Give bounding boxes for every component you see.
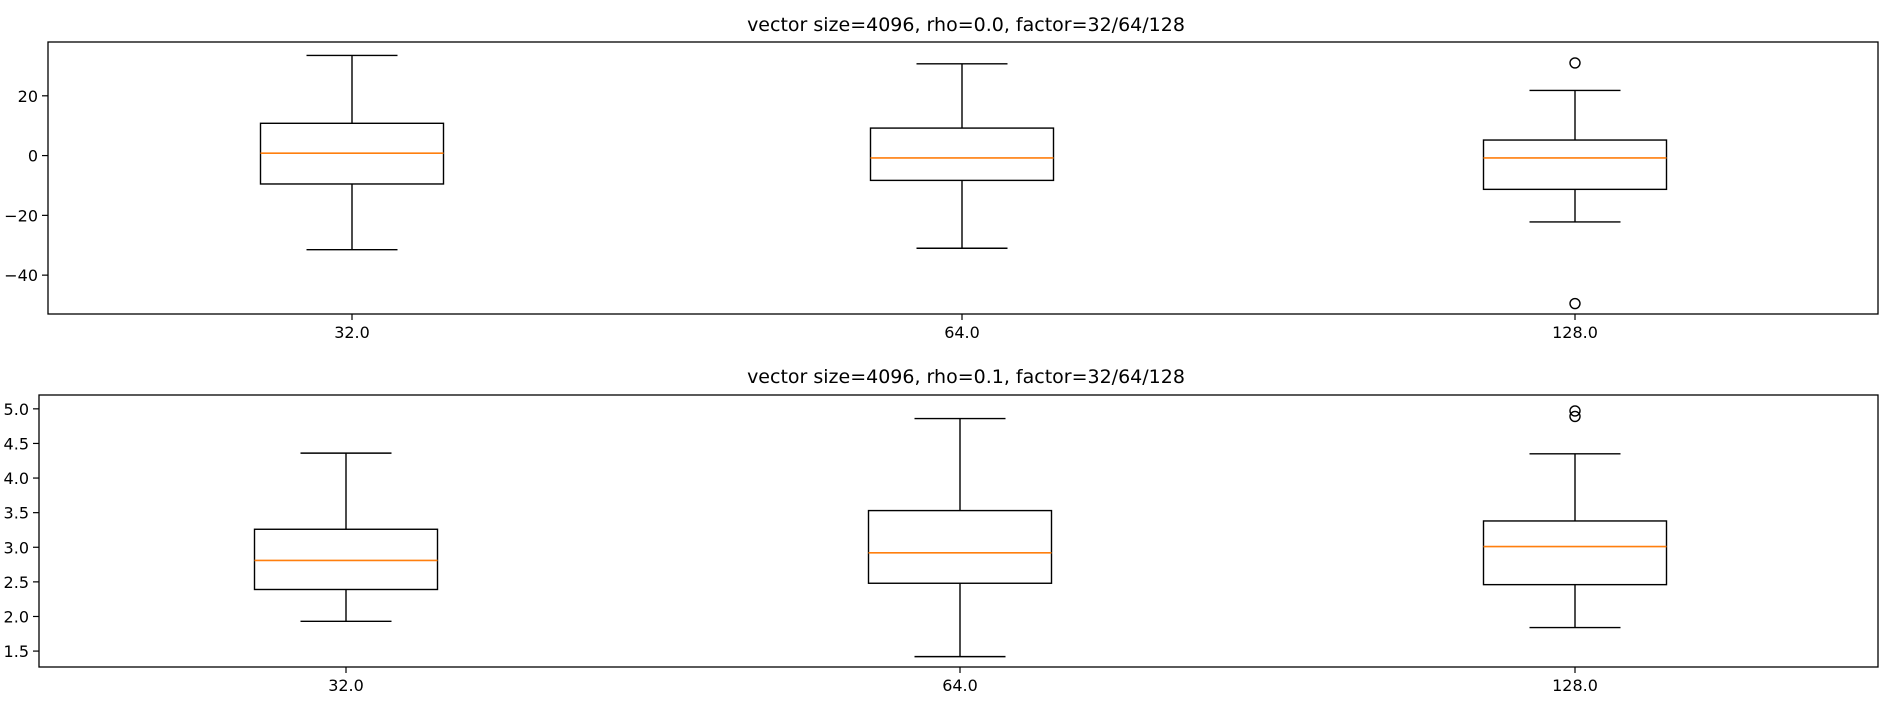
top-ytick-label: 0	[28, 147, 38, 166]
iqr-box	[1482, 520, 1668, 586]
bottom-ytick-label: 4.5	[4, 434, 29, 453]
bottom-ytick-label: 2.5	[4, 573, 29, 592]
iqr-box	[1482, 139, 1668, 191]
top-box-32.0	[259, 54, 445, 251]
top-box-128.0	[1482, 57, 1668, 310]
bottom-ytick-label: 3.5	[4, 504, 29, 523]
bottom-ytick-label: 3.0	[4, 538, 29, 557]
top-ytick-label: −20	[4, 206, 38, 225]
outlier-point	[1569, 57, 1581, 69]
top-plot-frame	[47, 41, 1879, 315]
bottom-box-64.0	[867, 417, 1053, 658]
top-xtick-label: 64.0	[944, 323, 980, 342]
bottom-axis-ticks: 5.0 4.5 4.0 3.5 3.0 2.5 2.0 1.5 32.0 64.0 128.0	[4, 400, 1598, 695]
top-xtick-label: 32.0	[334, 323, 370, 342]
iqr-box	[869, 127, 1055, 182]
bottom-boxes	[253, 405, 1668, 658]
bottom-chart-title: vector size=4096, rho=0.1, factor=32/64/…	[747, 366, 1185, 388]
outlier-point	[1569, 297, 1581, 310]
top-ytick-label: 20	[18, 87, 38, 106]
iqr-box	[867, 509, 1053, 584]
top-chart-title: vector size=4096, rho=0.0, factor=32/64/…	[747, 14, 1185, 36]
bottom-xtick-label: 128.0	[1552, 676, 1598, 695]
top-axis-ticks: 20 0 −20 −40 32.0 64.0 128.0	[4, 87, 1598, 342]
bottom-boxplot-panel: vector size=4096, rho=0.1, factor=32/64/…	[4, 366, 1879, 695]
bottom-ytick-label: 2.0	[4, 607, 29, 626]
bottom-ytick-label: 4.0	[4, 469, 29, 488]
top-ytick-label: −40	[4, 266, 38, 285]
bottom-ytick-label: 5.0	[4, 400, 29, 419]
top-boxes	[259, 54, 1668, 310]
bottom-plot-frame	[38, 394, 1879, 668]
outlier-point	[1569, 410, 1581, 423]
bottom-xtick-label: 32.0	[328, 676, 364, 695]
outlier-point	[1569, 405, 1581, 417]
bottom-box-32.0	[253, 452, 439, 623]
top-boxplot-panel: vector size=4096, rho=0.0, factor=32/64/…	[4, 14, 1879, 342]
bottom-box-128.0	[1482, 405, 1668, 629]
iqr-box	[253, 528, 439, 591]
top-box-64.0	[869, 63, 1055, 249]
top-xtick-label: 128.0	[1552, 323, 1598, 342]
bottom-xtick-label: 64.0	[942, 676, 978, 695]
bottom-ytick-label: 1.5	[4, 642, 29, 661]
